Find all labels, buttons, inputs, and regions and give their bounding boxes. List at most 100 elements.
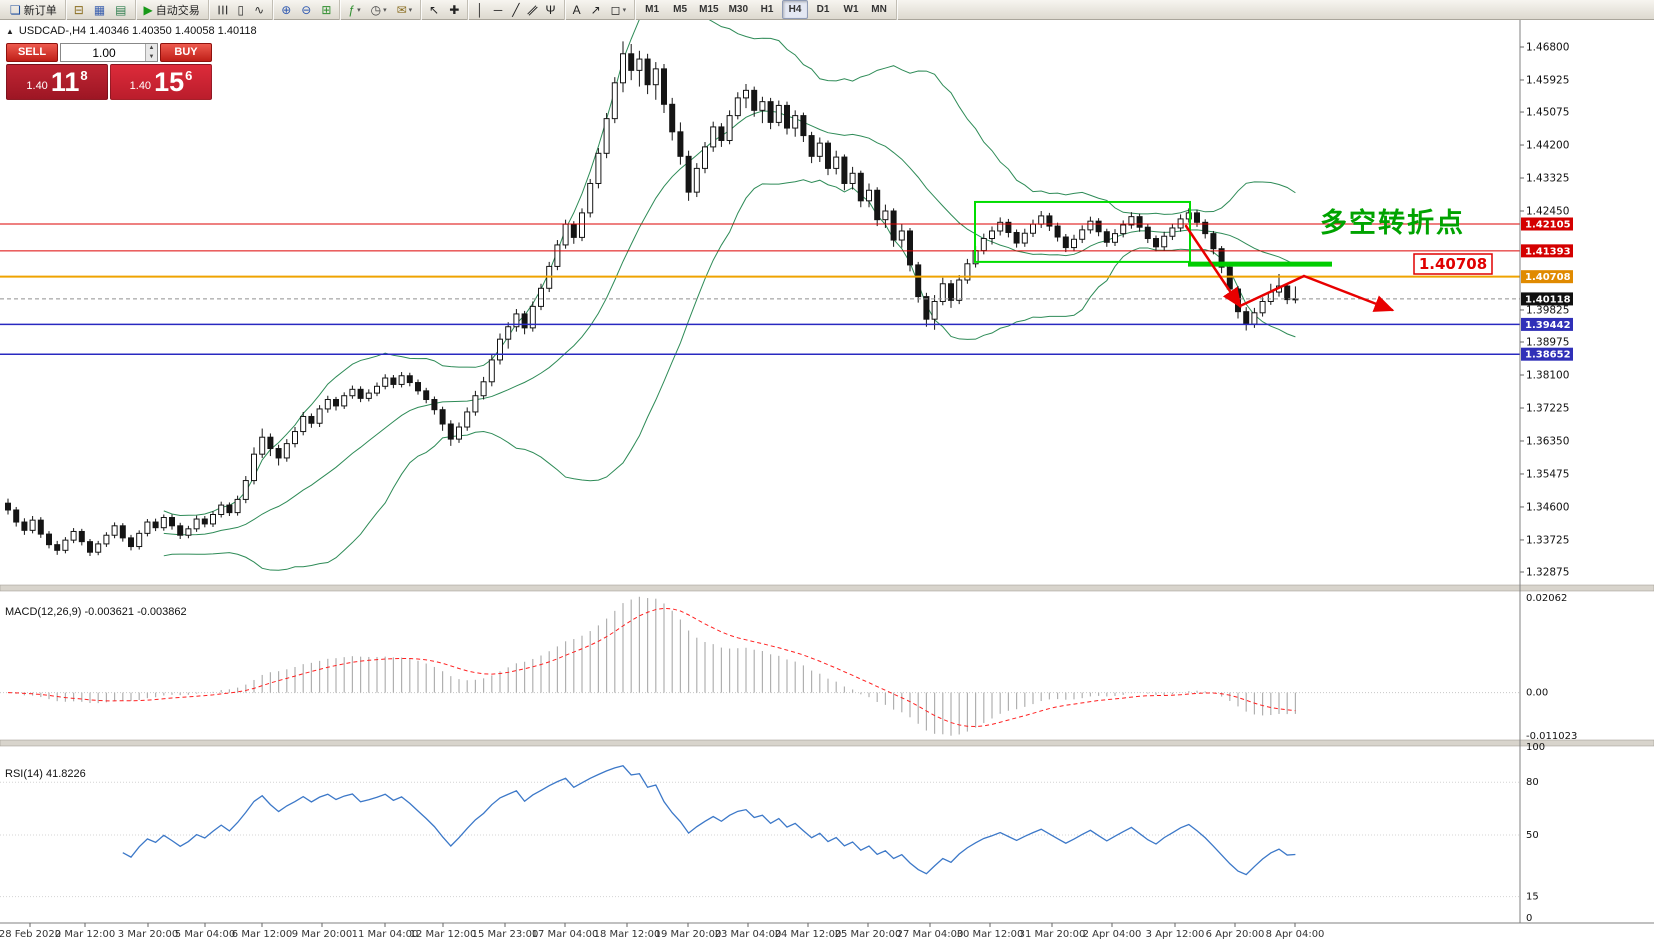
trendline-icon: ╱ xyxy=(512,2,520,17)
macd-panel: 0.02062 0.00 -0.011023 xyxy=(0,593,1577,742)
periods-button[interactable]: ◷ ▾ xyxy=(367,0,391,19)
sell-price-pipette: 8 xyxy=(80,68,88,83)
time-tick-label: 17 Mar 04:00 xyxy=(532,929,599,940)
chart-window: 多空转折点 1.40708 0.02062 0.00 -0.011023 100 80 50 1… xyxy=(0,20,1654,948)
panel-splitter[interactable] xyxy=(0,739,1654,747)
grid-button[interactable]: ⊞ xyxy=(317,0,335,19)
volume-up-icon[interactable]: ▲ xyxy=(148,45,155,51)
svg-text:50: 50 xyxy=(1526,830,1539,841)
trend-arrow xyxy=(1238,274,1306,308)
time-tick-label: 9 Mar 20:00 xyxy=(292,929,352,940)
price-tag xyxy=(1521,292,1573,306)
chart-canvas[interactable]: 多空转折点1.407080.020620.00-0.01102310080501… xyxy=(0,20,1654,948)
ohlc-bars-button[interactable]: ☰ xyxy=(213,0,232,19)
zoom-out-button[interactable]: ⊖ xyxy=(297,0,315,19)
sell-button[interactable]: SELL xyxy=(6,43,58,62)
price-tags: 1.42105 1.41393 1.40708 1.40118 1.39442 1.386… xyxy=(1521,217,1573,361)
price-tick-label: 1.36350 xyxy=(1526,435,1569,447)
play-icon: ▶ xyxy=(143,2,153,17)
timeframe-d1-button[interactable]: D1 xyxy=(816,4,830,15)
market-watch-button[interactable]: ▦ xyxy=(90,0,109,19)
chevron-down-icon: ▾ xyxy=(408,6,413,14)
timeframe-w1-button[interactable]: W1 xyxy=(843,4,859,15)
bar-chart-icon: ☰ xyxy=(215,4,230,15)
new-order-button[interactable]: ❏ 新订单 xyxy=(6,0,61,19)
horizontal-line-button[interactable]: ─ xyxy=(490,0,507,19)
shapes-tool-button[interactable]: ◻ ▾ xyxy=(607,0,630,19)
svg-text:0.02062: 0.02062 xyxy=(1526,593,1567,604)
channel-icon: ∥ xyxy=(525,2,540,17)
main-toolbar: ❏ 新订单 ⊟ ▦ ▤ ▶ 自动交易 ☰ ▯ ∿ ⊕ ⊖ ⊞ ƒ ▾ ◷ ▾ ✉ ▾ ↖ ✚ │ ─ ╱ ∥ Ψ A ↗ ◻ ▾ M1 M5 M… xyxy=(0,0,1654,20)
indicators-icon: ƒ xyxy=(348,2,356,17)
buy-button[interactable]: BUY xyxy=(160,43,212,62)
candlestick-icon: ▯ xyxy=(237,2,245,17)
volume-input[interactable] xyxy=(60,43,158,62)
timeframe-h1-button[interactable]: H1 xyxy=(760,4,774,15)
crosshair-icon: ✚ xyxy=(449,2,460,17)
buy-price-pipette: 6 xyxy=(185,68,193,83)
timeframe-mn-button[interactable]: MN xyxy=(871,4,887,15)
horizontal-line-icon: ─ xyxy=(493,2,503,17)
panel-splitter[interactable] xyxy=(0,584,1654,592)
price-tick-label: 1.45075 xyxy=(1526,107,1569,119)
chart-profile-button[interactable]: ⊟ xyxy=(70,0,88,19)
trendline-button[interactable]: ╱ xyxy=(508,0,523,19)
volume-down-icon[interactable]: ▼ xyxy=(148,54,155,60)
time-tick-label: 25 Mar 20:00 xyxy=(835,929,902,940)
bollinger-bands xyxy=(163,20,1296,571)
horizontal-levels[interactable] xyxy=(0,223,1520,355)
trend-arrow xyxy=(1184,224,1242,309)
grid-icon: ⊞ xyxy=(321,2,332,17)
axes-layer[interactable]: 1.46800 1.45925 1.45075 1.44200 1.43325 1.424… xyxy=(0,20,1654,940)
timeframe-m15-button[interactable]: M15 xyxy=(699,4,719,15)
timeframe-m5-button[interactable]: M5 xyxy=(673,4,688,15)
volume-control: ▲ ▼ xyxy=(60,43,158,62)
clock-icon: ◷ xyxy=(370,2,382,17)
cursor-icon: ↖ xyxy=(429,2,440,17)
sell-price-prefix: 1.40 xyxy=(26,80,48,92)
timeframe-h4-button[interactable]: H4 xyxy=(782,0,809,19)
sell-price-box[interactable]: 1.40 11 8 xyxy=(6,64,108,100)
new-order-button-label: 新订单 xyxy=(23,4,57,17)
price-tick-label: 1.38100 xyxy=(1526,370,1569,382)
fibonacci-button[interactable]: Ψ xyxy=(542,0,560,19)
annotations-layer[interactable]: 多空转折点 1.40708 xyxy=(974,200,1493,312)
timeframe-m30-button[interactable]: M30 xyxy=(728,4,749,15)
auto-trading-button[interactable]: ▶ 自动交易 xyxy=(140,0,204,19)
price-tick-label: 1.46800 xyxy=(1526,41,1569,53)
vertical-line-icon: │ xyxy=(476,2,484,17)
level-callout-text: 1.40708 xyxy=(1419,255,1487,273)
crosshair-button[interactable]: ✚ xyxy=(445,0,463,19)
vertical-line-button[interactable]: │ xyxy=(472,0,488,19)
time-tick-label: 3 Apr 12:00 xyxy=(1146,929,1205,940)
arrow-tool-button[interactable]: ↗ xyxy=(587,0,605,19)
chevron-down-icon: ▾ xyxy=(622,6,627,14)
zoom-in-icon: ⊕ xyxy=(281,2,292,17)
time-tick-label: 11 Mar 04:00 xyxy=(352,929,419,940)
price-tick-label: 1.44200 xyxy=(1526,140,1569,152)
timeframe-m1-button[interactable]: M1 xyxy=(645,4,660,15)
price-tick-label: 1.35475 xyxy=(1526,468,1569,480)
time-tick-label: 27 Mar 04:00 xyxy=(897,929,964,940)
price-tick-label: 1.42450 xyxy=(1526,205,1569,217)
channel-button[interactable]: ∥ xyxy=(525,0,540,19)
level-callout-box xyxy=(1413,253,1493,275)
price-tick-label: 1.39825 xyxy=(1526,304,1569,316)
collapse-triangle-icon[interactable]: ▲ xyxy=(6,26,14,36)
indicators-button[interactable]: ƒ ▾ xyxy=(344,0,364,19)
time-tick-label: 18 Mar 12:00 xyxy=(594,929,661,940)
text-tool-button[interactable]: A xyxy=(569,0,585,19)
buy-price-box[interactable]: 1.40 15 6 xyxy=(110,64,212,100)
svg-text:1.41393: 1.41393 xyxy=(1525,246,1571,257)
candlestick-button[interactable]: ▯ xyxy=(234,0,249,19)
time-tick-label: 6 Apr 20:00 xyxy=(1206,929,1265,940)
time-tick-label: 12 Mar 12:00 xyxy=(410,929,477,940)
time-tick-label: 6 Mar 12:00 xyxy=(232,929,292,940)
zoom-in-button[interactable]: ⊕ xyxy=(277,0,295,19)
zoom-out-icon: ⊖ xyxy=(301,2,312,17)
data-window-button[interactable]: ▤ xyxy=(111,0,130,19)
line-chart-button[interactable]: ∿ xyxy=(250,0,268,19)
cursor-button[interactable]: ↖ xyxy=(425,0,443,19)
templates-button[interactable]: ✉ ▾ xyxy=(393,0,417,19)
